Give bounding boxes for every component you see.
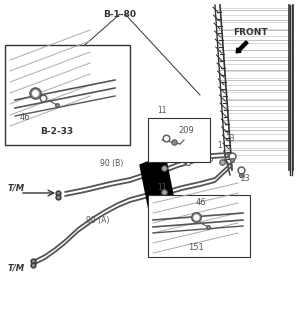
Text: 23: 23 (225, 134, 235, 143)
Text: 90 (A): 90 (A) (86, 216, 110, 225)
Text: 209: 209 (178, 126, 194, 135)
Text: 23: 23 (240, 174, 250, 183)
Text: 1: 1 (218, 141, 222, 150)
Bar (5, 45, 130, 145)
Text: 90 (B): 90 (B) (100, 159, 124, 168)
Bar (148, 195, 250, 257)
Text: B-2-33: B-2-33 (41, 127, 74, 136)
Polygon shape (140, 155, 175, 215)
Text: 11: 11 (157, 106, 167, 115)
Text: T/M: T/M (8, 263, 25, 273)
Text: 11: 11 (157, 183, 167, 192)
FancyArrow shape (236, 41, 248, 53)
Text: 151: 151 (188, 243, 204, 252)
Text: 46: 46 (196, 198, 206, 207)
Text: B-1-80: B-1-80 (104, 10, 136, 19)
Text: T/M: T/M (8, 183, 25, 193)
Text: FRONT: FRONT (233, 28, 267, 37)
Bar (148, 118, 210, 162)
Text: 46: 46 (20, 113, 30, 122)
